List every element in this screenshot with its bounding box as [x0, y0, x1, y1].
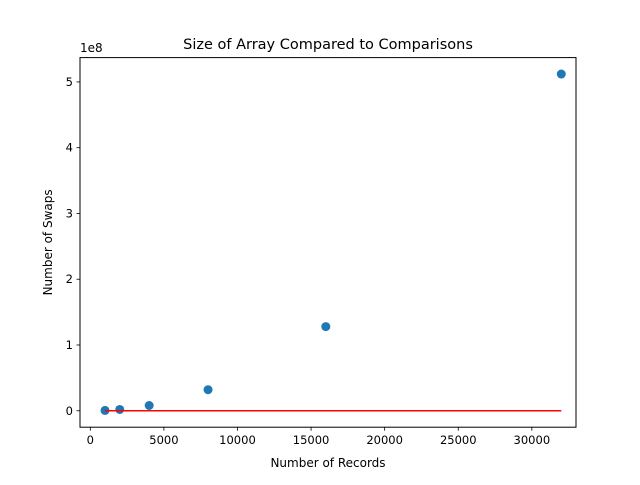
x-tick-label: 10000: [219, 433, 256, 447]
x-axis-label: Number of Records: [270, 456, 385, 470]
scatter-point-5: [556, 69, 566, 79]
plot-area: [100, 69, 566, 415]
x-axis: 0 5000 10000 15000 20000 25000 30000: [87, 427, 551, 447]
y-axis-label: Number of Swaps: [41, 189, 55, 295]
y-tick-label: 1: [66, 338, 73, 352]
scatter-point-2: [144, 400, 154, 410]
y-axis-offset-label: 1e8: [80, 41, 103, 55]
chart-title: Size of Array Compared to Comparisons: [183, 37, 473, 53]
x-tick-label: 30000: [514, 433, 551, 447]
y-tick-label: 3: [66, 206, 73, 220]
x-tick-label: 20000: [366, 433, 403, 447]
x-tick-label: 5000: [149, 433, 178, 447]
y-tick-label: 2: [66, 272, 73, 286]
y-tick-label: 0: [66, 404, 73, 418]
scatter-point-3: [203, 385, 213, 395]
x-tick-label: 15000: [293, 433, 330, 447]
y-axis: 0 1 2 3 4 5: [66, 75, 80, 418]
scatter-point-4: [321, 322, 331, 332]
x-tick-label: 25000: [440, 433, 477, 447]
x-tick-label: 0: [87, 433, 94, 447]
y-tick-label: 4: [66, 141, 73, 155]
scatter-point-1: [115, 404, 125, 414]
y-tick-label: 5: [66, 75, 73, 89]
axes-frame: [79, 57, 577, 428]
